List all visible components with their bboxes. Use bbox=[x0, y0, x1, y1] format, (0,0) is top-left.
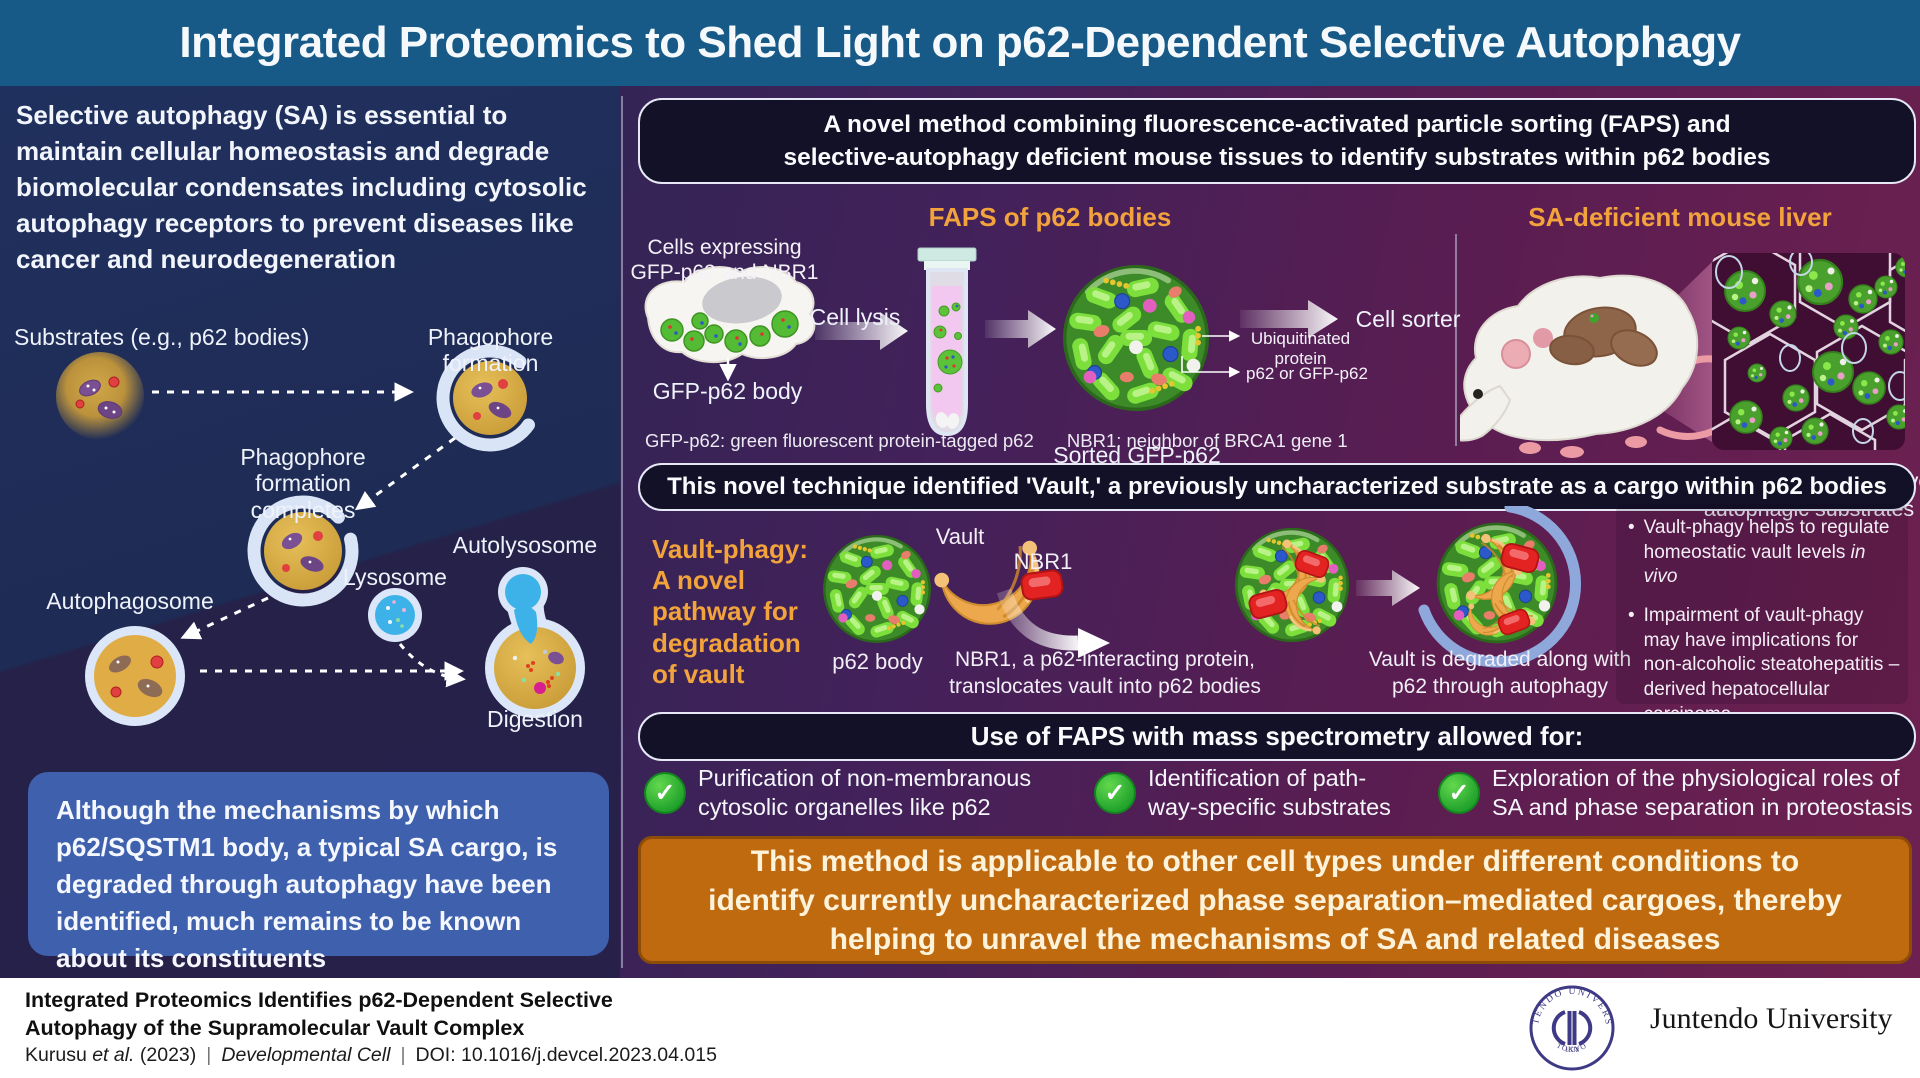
vault-finding-1: Vault-phagy helps to regulate homeostati… bbox=[1628, 516, 1900, 590]
ms-item-exploration: ✓ Exploration of the physiological roles… bbox=[1438, 764, 1920, 823]
cell-sorter-arrow bbox=[1240, 300, 1338, 338]
liver bbox=[1549, 306, 1658, 367]
abbreviation-footnote: GFP-p62: green fluorescent protein-tagge… bbox=[645, 430, 1348, 451]
cell-lysis-label: Cell lysis bbox=[809, 304, 901, 330]
p62-or-gfp-label: p62 or GFP-p62 bbox=[1246, 364, 1368, 383]
autophagy-pathway-diagram bbox=[56, 344, 585, 726]
mouse-section-title: SA-deficient mouse liver bbox=[1528, 202, 1832, 232]
digestion-label: Digestion bbox=[487, 706, 583, 732]
title-bar: Integrated Proteomics to Shed Light on p… bbox=[0, 0, 1920, 86]
phagophore-completes-vesicle bbox=[247, 495, 359, 607]
substrates-label: Substrates (e.g., p62 bodies) bbox=[14, 324, 310, 350]
ms-banner: Use of FAPS with mass spectrometry allow… bbox=[638, 712, 1916, 761]
vault-degraded-body bbox=[1418, 506, 1582, 668]
gfp-p62-body-label: GFP-p62 body bbox=[652, 378, 803, 404]
faps-section-title: FAPS of p62 bodies bbox=[928, 202, 1172, 232]
translocate-caption: NBR1, a p62-interacting protein, translo… bbox=[949, 648, 1261, 699]
phagophore-arc bbox=[1418, 506, 1582, 668]
vault-phagy-illustration bbox=[800, 506, 1582, 668]
vault-finding-2: Impairment of vault-phagy may have impli… bbox=[1628, 604, 1900, 727]
ubiquitinated-protein-label: Ubiquitinated protein bbox=[1250, 329, 1351, 369]
page-title: Integrated Proteomics to Shed Light on p… bbox=[179, 18, 1741, 67]
conclusion-box: This method is applicable to other cell … bbox=[638, 836, 1912, 964]
degradation-arrow bbox=[1356, 570, 1420, 606]
phagophore-completes-label: Phagophore formation completes bbox=[240, 444, 366, 523]
faps-mouse-divider bbox=[1455, 234, 1457, 446]
content-area: Selective autophagy (SA) is essential to… bbox=[0, 86, 1920, 978]
svg-text:1838: 1838 bbox=[1565, 1046, 1580, 1054]
intro-text: Selective autophagy (SA) is essential to… bbox=[16, 100, 587, 274]
p62-pointer bbox=[1181, 356, 1241, 378]
substrate-p62-body bbox=[56, 352, 144, 440]
p62-body-caption: p62 body bbox=[832, 649, 923, 674]
phagophore-vesicle bbox=[436, 344, 544, 452]
autolysosome-label: Autolysosome bbox=[452, 532, 598, 558]
citation: Kurusu et al. (2023) | Developmental Cell |… bbox=[25, 1044, 717, 1066]
check-icon: ✓ bbox=[644, 772, 686, 814]
arrow-lysosome-to-autolysosome bbox=[398, 643, 466, 688]
phagophore-formation-label: Phagophore formation bbox=[427, 324, 554, 377]
check-icon: ✓ bbox=[1438, 772, 1480, 814]
mouse bbox=[1460, 274, 1744, 458]
vault-phagy-title: Vault-phagy: A novel pathway for degrada… bbox=[652, 534, 809, 689]
tube-illustration bbox=[917, 247, 977, 437]
paper-title: Integrated Proteomics Identifies p62-Dep… bbox=[25, 988, 613, 1041]
translocate-arrow bbox=[996, 588, 1079, 651]
cell-sorter-label: Cell sorter bbox=[1355, 306, 1461, 332]
ms-item-purification: ✓ Purification of non-membranous cytosol… bbox=[644, 764, 1068, 823]
degraded-caption: Vault is degraded along with p62 through… bbox=[1368, 648, 1632, 699]
method-header-banner: A novel method combining fluorescence-ac… bbox=[638, 98, 1916, 184]
lysate-to-sorted-arrow bbox=[985, 310, 1056, 348]
sorted-gfp-p62-body bbox=[1065, 267, 1208, 410]
liver-tissue-panel bbox=[1712, 253, 1905, 450]
p62-body bbox=[824, 536, 929, 641]
ms-item-identification: ✓ Identification of path-way-specific su… bbox=[1094, 764, 1410, 823]
check-icon: ✓ bbox=[1094, 772, 1136, 814]
footer: Integrated Proteomics Identifies p62-Dep… bbox=[0, 978, 1920, 1078]
panel-divider bbox=[621, 96, 623, 968]
vault-banner: This novel technique identified 'Vault,'… bbox=[638, 463, 1916, 511]
mouse-liver-illustration bbox=[1460, 253, 1905, 458]
faps-illustration bbox=[644, 247, 1338, 437]
autophagosome-vesicle bbox=[85, 626, 185, 726]
autophagosome-label: Autophagosome bbox=[46, 588, 214, 614]
translocate-arrow-head bbox=[1078, 628, 1110, 658]
arrow-completes-to-autophagosome bbox=[180, 596, 269, 640]
university-wordmark: Juntendo University bbox=[1650, 1002, 1893, 1035]
vault-label: Vault bbox=[935, 524, 985, 549]
juntendo-seal-icon: JUNTENDO UNIVERSITY TOKYO 1838 bbox=[1528, 984, 1615, 1071]
cells-expressing-label: Cells expressing GFP-p62 and NBR1 bbox=[630, 236, 819, 284]
nbr1-label: NBR1 bbox=[1013, 549, 1073, 574]
seal-emblem bbox=[1551, 1010, 1593, 1046]
autolysosome-vesicle bbox=[485, 567, 585, 718]
arrow-phagophore-to-completes bbox=[354, 436, 456, 511]
cell-lysis-arrow bbox=[815, 312, 908, 350]
lysosome-label: Lysosome bbox=[343, 564, 447, 590]
lysosome-vesicle bbox=[368, 588, 422, 642]
vault-findings-box: Vault-phagy helps to regulate homeostati… bbox=[1616, 504, 1908, 725]
vault-in-p62-body bbox=[1236, 529, 1352, 642]
cell-illustration bbox=[644, 266, 816, 382]
left-note-box: Although the mechanisms by which p62/SQS… bbox=[28, 772, 609, 973]
